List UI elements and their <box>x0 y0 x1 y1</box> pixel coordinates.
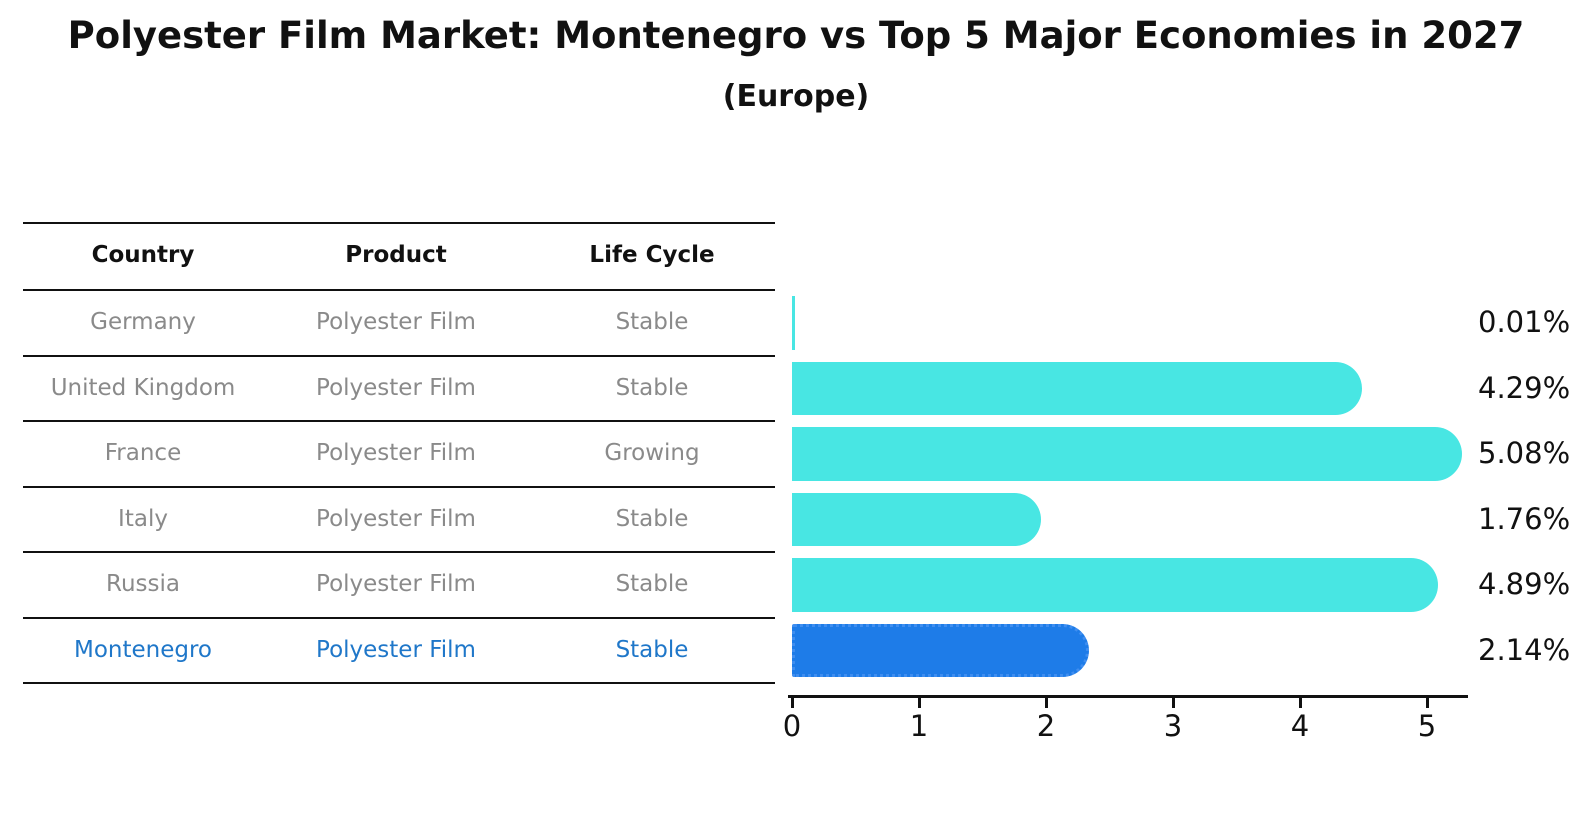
table-cell-life-cycle: Stable <box>615 309 689 336</box>
table-rule-line <box>23 486 775 488</box>
bar-russia <box>792 558 1438 612</box>
bar-value-label: 2.14% <box>1478 633 1571 667</box>
table-row: Montenegro Polyester Film Stable <box>23 619 775 682</box>
table-cell-country: Montenegro <box>73 636 212 663</box>
table-cell-life-cycle: Stable <box>615 505 689 532</box>
bar-highlight-montenegro <box>792 624 1089 677</box>
table-cell-life-cycle: Stable <box>615 374 689 401</box>
bar-germany <box>792 296 795 350</box>
table-rule-line <box>23 289 775 291</box>
table-rule-line <box>23 617 775 619</box>
table-rule-line <box>23 682 775 684</box>
table-cell-country: Italy <box>118 505 168 532</box>
table-cell-product: Polyester Film <box>316 505 476 532</box>
x-axis-tick-label: 4 <box>1290 709 1310 743</box>
x-axis-tick <box>791 698 794 708</box>
table-row: Russia Polyester Film Stable <box>23 553 775 617</box>
table-header-row: Country Product Life Cycle <box>23 224 775 288</box>
chart-title: Polyester Film Market: Montenegro vs Top… <box>67 14 1525 57</box>
table-rule-line <box>23 355 775 357</box>
chart-subtitle: (Europe) <box>722 79 870 114</box>
x-axis-tick-label: 3 <box>1163 709 1183 743</box>
bar-value-label: 4.89% <box>1478 567 1571 601</box>
bar-value-label: 1.76% <box>1478 502 1571 536</box>
table-row: United Kingdom Polyester Film Stable <box>23 357 775 420</box>
column-header-product: Product <box>345 242 447 269</box>
bar-united-kingdom <box>792 362 1362 415</box>
x-axis-tick-label: 2 <box>1036 709 1056 743</box>
x-axis-tick-label: 0 <box>782 709 802 743</box>
column-header-country: Country <box>91 242 195 269</box>
bar-italy <box>792 493 1041 546</box>
table-cell-country: France <box>104 440 182 467</box>
bar-value-label: 0.01% <box>1478 305 1571 339</box>
table-rule-line <box>23 420 775 422</box>
x-axis-tick <box>1045 698 1048 708</box>
table-cell-country: Germany <box>90 309 196 336</box>
bar-france <box>792 427 1462 481</box>
x-axis-tick <box>918 698 921 708</box>
table-row: France Polyester Film Growing <box>23 422 775 486</box>
table-row: Italy Polyester Film Stable <box>23 488 775 551</box>
bar-value-label: 5.08% <box>1478 436 1571 470</box>
table-cell-country: United Kingdom <box>50 374 236 401</box>
table-cell-product: Polyester Film <box>316 309 476 336</box>
x-axis-tick <box>1172 698 1175 708</box>
table-cell-life-cycle: Growing <box>604 440 700 467</box>
column-header-life-cycle: Life Cycle <box>589 242 715 269</box>
table-cell-life-cycle: Stable <box>615 571 689 598</box>
table-row: Germany Polyester Film Stable <box>23 291 775 355</box>
table-cell-country: Russia <box>106 571 180 598</box>
table-cell-life-cycle: Stable <box>615 636 689 663</box>
x-axis-tick <box>1426 698 1429 708</box>
table-cell-product: Polyester Film <box>316 636 476 663</box>
x-axis-tick-label: 1 <box>909 709 929 743</box>
table-rule-line <box>23 222 775 224</box>
table-cell-product: Polyester Film <box>316 571 476 598</box>
table-rule-line <box>23 551 775 553</box>
x-axis-tick-label: 5 <box>1417 709 1437 743</box>
bar-value-label: 4.29% <box>1478 371 1571 405</box>
table-cell-product: Polyester Film <box>316 374 476 401</box>
x-axis-line <box>788 695 1468 698</box>
x-axis-tick <box>1299 698 1302 708</box>
table-cell-product: Polyester Film <box>316 440 476 467</box>
